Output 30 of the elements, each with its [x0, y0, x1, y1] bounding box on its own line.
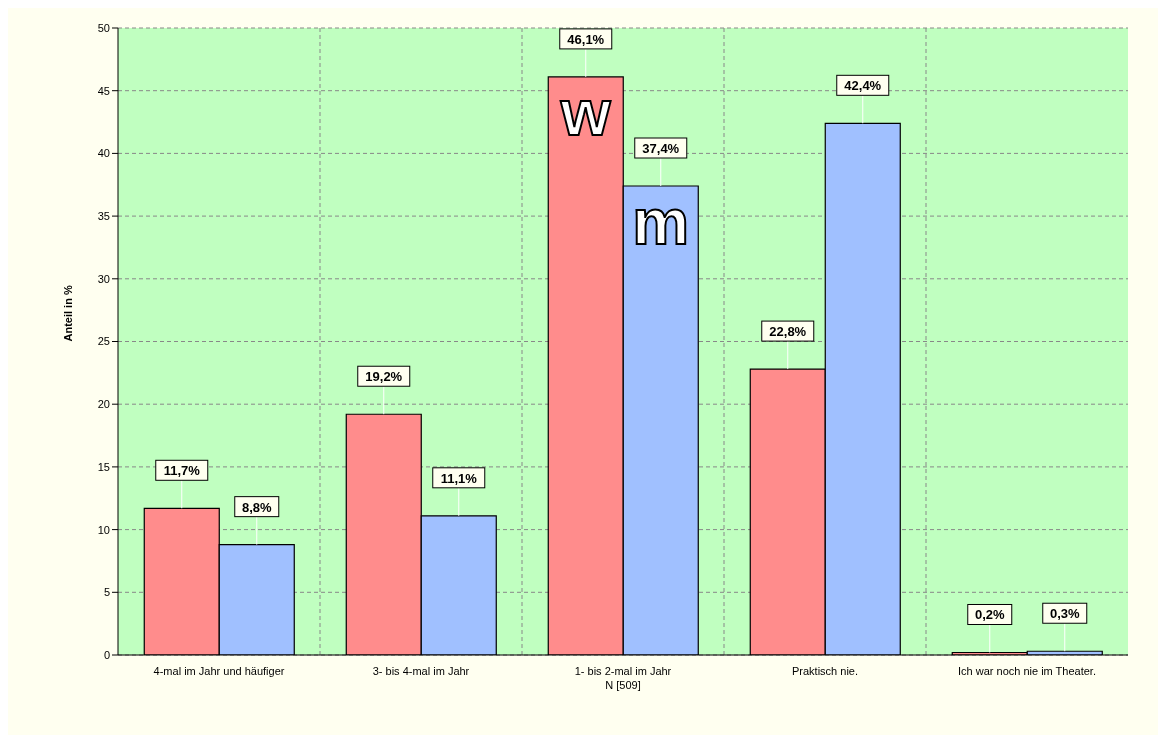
- y-tick-label: 30: [97, 272, 110, 285]
- y-tick-label: 5: [103, 586, 110, 599]
- x-tick-label: 4-mal im Jahr und häufiger: [153, 665, 285, 677]
- data-label: 37,4%: [642, 141, 680, 156]
- series-label: m: [632, 186, 690, 258]
- data-label: 11,7%: [163, 463, 201, 479]
- y-tick-label: 35: [97, 210, 110, 223]
- y-tick-label: 45: [97, 84, 110, 97]
- y-tick-label: 0: [103, 648, 110, 661]
- data-label: 42,4%: [844, 78, 882, 94]
- y-tick-label: 10: [97, 523, 110, 536]
- y-tick-label: 25: [97, 335, 110, 348]
- data-label: 0,3%: [1049, 606, 1081, 622]
- y-axis-title: Anteil in %: [61, 285, 74, 342]
- y-tick-label: 15: [97, 460, 110, 473]
- data-label: 0,2%: [974, 607, 1006, 623]
- data-label: 22,8%: [769, 324, 807, 340]
- x-tick-label: 1- bis 2-mal im Jahr: [574, 665, 672, 677]
- x-tick-label: 3- bis 4-mal im Jahr: [372, 665, 470, 677]
- data-label: 19,2%: [365, 369, 403, 385]
- data-label: 46,1%: [567, 31, 605, 47]
- data-label: 8,8%: [241, 499, 273, 515]
- x-tick-label: Praktisch nie.: [791, 665, 859, 677]
- y-tick-label: 50: [97, 21, 110, 34]
- x-tick-label: Ich war noch nie im Theater.: [958, 665, 1096, 677]
- y-tick-label: 40: [97, 147, 110, 160]
- y-tick-label: 20: [97, 398, 110, 411]
- x-axis-title: N [509]: [605, 679, 641, 691]
- data-label: 11,1%: [440, 470, 478, 486]
- series-label: w: [559, 76, 611, 149]
